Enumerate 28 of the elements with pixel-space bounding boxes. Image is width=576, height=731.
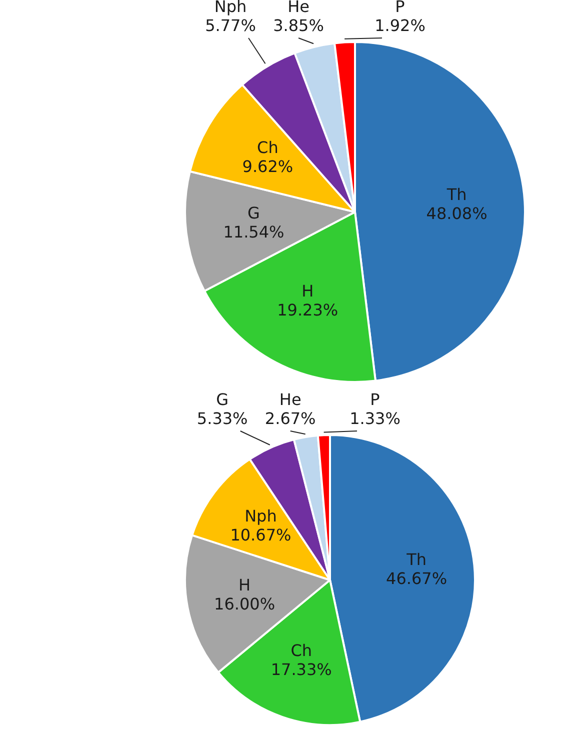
data-label: 48.08%: [426, 204, 488, 223]
slice-label: H: [302, 281, 314, 300]
data-label: 2.67%: [264, 409, 316, 428]
slice-label: He: [279, 390, 302, 409]
slice-label: Th: [406, 550, 426, 569]
data-label: 46.67%: [386, 568, 448, 588]
data-label: 5.33%: [196, 409, 248, 428]
data-label: 11.54%: [223, 222, 284, 242]
data-label: 10.67%: [230, 525, 292, 544]
slice-label: G: [216, 390, 229, 409]
data-label: 1.92%: [374, 16, 426, 35]
slice-label: Ch: [290, 641, 312, 660]
slice-label: P: [370, 390, 380, 409]
slice-label: Nph: [214, 0, 247, 16]
data-label: 1.33%: [350, 409, 400, 428]
slice-label: He: [288, 0, 310, 16]
slice-label: P: [395, 0, 406, 16]
slice-label: Ch: [257, 138, 278, 158]
slice-label: H: [238, 575, 251, 594]
slice-label: Nph: [244, 506, 277, 526]
data-label: 9.62%: [242, 157, 294, 176]
data-label: 17.33%: [270, 660, 332, 680]
data-label: 16.00%: [214, 594, 276, 614]
data-label: 19.23%: [277, 300, 338, 320]
slice-label: G: [248, 203, 260, 222]
data-label: 5.77%: [205, 16, 256, 35]
data-label: 3.85%: [273, 16, 324, 35]
slice-label: Th: [446, 184, 467, 204]
